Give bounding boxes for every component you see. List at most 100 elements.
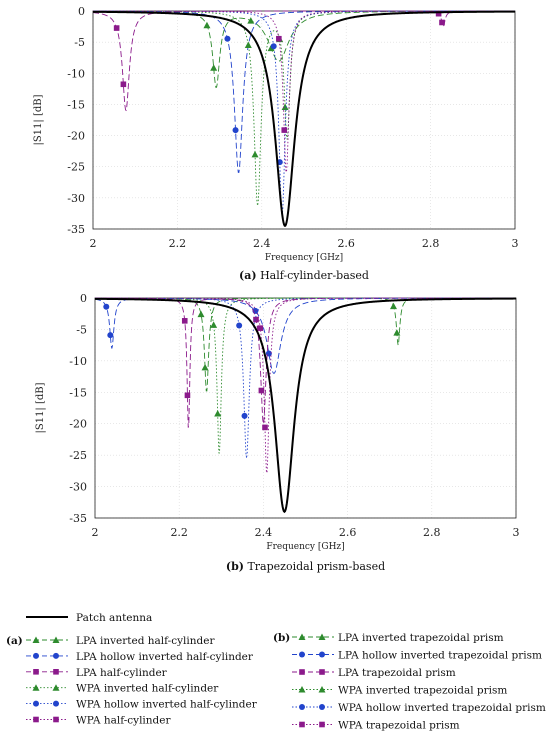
legend-label: LPA half-cylinder xyxy=(76,667,168,679)
x-axis-label: Frequency [GHz] xyxy=(266,542,344,552)
series-line xyxy=(93,10,515,174)
legend-marker xyxy=(319,704,325,710)
series-marker xyxy=(232,127,239,134)
legend-marker xyxy=(319,721,325,728)
legend-marker xyxy=(32,636,40,643)
series-marker xyxy=(270,43,277,50)
series-marker xyxy=(184,392,191,399)
legend-marker xyxy=(318,686,326,693)
y-axis-label: |S11| [dB] xyxy=(35,382,46,433)
x-tick-label: 2.6 xyxy=(337,237,355,250)
series-marker xyxy=(251,150,259,158)
series-marker xyxy=(247,17,255,24)
series-marker xyxy=(203,21,211,29)
legend-marker xyxy=(33,652,39,659)
legend-label: WPA inverted trapezoidal prism xyxy=(338,685,507,697)
y-tick-label: -20 xyxy=(67,130,85,143)
x-axis-label: Frequency [GHz] xyxy=(265,253,343,263)
legend-marker xyxy=(299,721,305,728)
y-tick-label: -5 xyxy=(74,36,85,49)
x-tick-label: 2.6 xyxy=(339,526,357,539)
series-line xyxy=(95,297,516,454)
series-marker xyxy=(393,329,401,336)
y-tick-label: -15 xyxy=(67,98,85,111)
series-marker xyxy=(107,332,114,339)
legend-label: LPA hollow inverted half-cylinder xyxy=(76,651,254,663)
legend-label: WPA hollow inverted half-cylinder xyxy=(76,699,258,711)
legend-label: LPA hollow inverted trapezoidal prism xyxy=(338,650,542,662)
series-line xyxy=(93,10,515,89)
legend-group-tag-b: (b) xyxy=(273,632,290,644)
x-tick-label: 2 xyxy=(90,237,97,250)
legend-label: LPA inverted half-cylinder xyxy=(76,635,215,647)
series-marker xyxy=(103,303,110,310)
legend-label-patch: Patch antenna xyxy=(76,612,152,624)
legend-marker xyxy=(299,669,305,675)
series-marker xyxy=(276,35,282,42)
series-marker xyxy=(262,424,268,431)
series-line xyxy=(95,297,516,514)
legend-label: WPA hollow inverted trapezoidal prism xyxy=(338,702,546,714)
caption-tag: (a) xyxy=(239,269,257,282)
series-marker xyxy=(181,318,188,324)
legend-label: WPA trapezoidal prism xyxy=(338,720,460,732)
y-tick-label: -10 xyxy=(69,355,87,368)
series-line xyxy=(93,10,515,218)
legend-marker xyxy=(53,669,59,675)
legend-marker xyxy=(318,633,326,640)
series-line xyxy=(95,297,516,459)
series-marker xyxy=(281,127,288,133)
chart-panel-a: 0 -5 -10 -15 -20 -25 -30 -35 2 2.2 2.4 2.6 2.8 3 Frequ… xyxy=(33,5,519,282)
series-marker xyxy=(214,410,222,417)
chart-panel-b: 0 -5 -10 -15 -20 -25 -30 -35 2 2.2 2.4 2.6 2.8 3 Frequ… xyxy=(35,292,520,573)
y-tick-label: -25 xyxy=(69,449,87,462)
legend-label: WPA half-cylinder xyxy=(76,715,171,727)
legend-label: WPA inverted half-cylinder xyxy=(76,683,219,695)
figure-caption: (a) Half-cylinder-based xyxy=(239,269,369,282)
series-marker xyxy=(439,19,445,26)
legend-marker xyxy=(298,686,306,693)
figure-caption: (b) Trapezoidal prism-based xyxy=(226,560,385,573)
series-marker xyxy=(253,316,259,323)
series-marker xyxy=(389,302,397,310)
series-marker xyxy=(201,363,209,371)
legend-marker xyxy=(298,633,306,640)
series-marker xyxy=(113,25,120,31)
series-marker xyxy=(120,81,127,88)
caption-text: Half-cylinder-based xyxy=(257,269,369,282)
legend-group-tag-text: (b) xyxy=(273,632,290,644)
legend-marker xyxy=(299,651,305,658)
legend-marker xyxy=(299,704,305,710)
y-tick-label: -10 xyxy=(67,67,85,80)
series-marker xyxy=(244,41,252,48)
legend-marker xyxy=(33,669,39,675)
legend-marker xyxy=(53,700,59,707)
x-tick-label: 2.2 xyxy=(169,237,187,250)
series-marker xyxy=(281,103,289,111)
x-tick-label: 3 xyxy=(513,526,520,539)
series-marker xyxy=(257,325,264,331)
series-line xyxy=(95,297,516,374)
legend-marker xyxy=(52,636,60,643)
series-line xyxy=(93,10,515,206)
y-tick-label: -20 xyxy=(69,418,87,431)
y-tick-label: 0 xyxy=(80,292,87,305)
legend-label: LPA trapezoidal prism xyxy=(338,667,456,679)
y-axis-label: |S11| [dB] xyxy=(33,94,44,145)
series-line xyxy=(93,10,515,227)
legend-marker xyxy=(53,716,59,723)
legend-marker xyxy=(52,684,60,691)
legend-marker xyxy=(32,684,40,691)
x-tick-label: 3 xyxy=(512,237,519,250)
legend-marker xyxy=(33,700,39,707)
series-line xyxy=(95,297,516,392)
series-marker xyxy=(224,35,231,42)
caption-text: Trapezoidal prism-based xyxy=(244,560,385,573)
legend: Patch antenna (a) LPA inverted half-cylind… xyxy=(6,612,546,732)
plot-frame xyxy=(94,297,517,519)
y-tick-label: -30 xyxy=(69,481,87,494)
series-line xyxy=(93,10,515,173)
series-line xyxy=(95,297,516,474)
x-tick-label: 2.4 xyxy=(253,237,271,250)
